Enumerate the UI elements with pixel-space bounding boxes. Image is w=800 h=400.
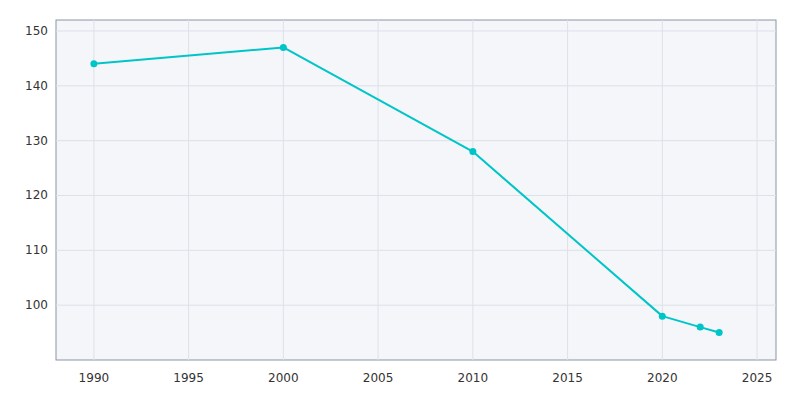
x-grid-line [472,20,473,360]
y-tick-label: 120 [25,188,48,202]
x-tick-label: 2020 [647,371,678,385]
y-grid-line [56,195,776,196]
x-tick-label: 2005 [363,371,394,385]
grid [56,20,776,360]
x-grid-line [283,20,284,360]
x-grid-line [188,20,189,360]
plot-area [56,20,776,360]
x-tick-label: 2000 [268,371,299,385]
y-grid-line [56,30,776,31]
y-grid-line [56,85,776,86]
y-grid-line [56,250,776,251]
point [280,44,287,51]
y-grid-line [56,140,776,141]
x-grid-line [567,20,568,360]
chart-container: 1990 1995 2000 2005 2010 2015 2020 2025 100 110 12… [0,0,800,400]
y-tick-label: 140 [25,79,48,93]
y-grid-line [56,305,776,306]
point [469,148,476,155]
x-grid-line [662,20,663,360]
x-tick-label: 1990 [79,371,110,385]
point [697,324,704,331]
y-tick-label: 130 [25,134,48,148]
x-tick-label: 1995 [173,371,204,385]
x-tick-label: 2025 [742,371,773,385]
y-tick-label: 110 [25,243,48,257]
chart: 1990 1995 2000 2005 2010 2015 2020 2025 100 110 12… [0,0,800,400]
x-grid-line [757,20,758,360]
y-tick-label: 150 [25,24,48,38]
axes: 1990 1995 2000 2005 2010 2015 2020 2025 100 110 12… [25,24,772,385]
series [90,44,722,336]
x-tick-label: 2010 [458,371,489,385]
line [94,47,719,332]
y-tick-label: 100 [25,298,48,312]
point [90,60,97,67]
x-tick-label: 2015 [552,371,583,385]
x-grid-line [93,20,94,360]
point [716,329,723,336]
x-grid-line [378,20,379,360]
point [659,313,666,320]
